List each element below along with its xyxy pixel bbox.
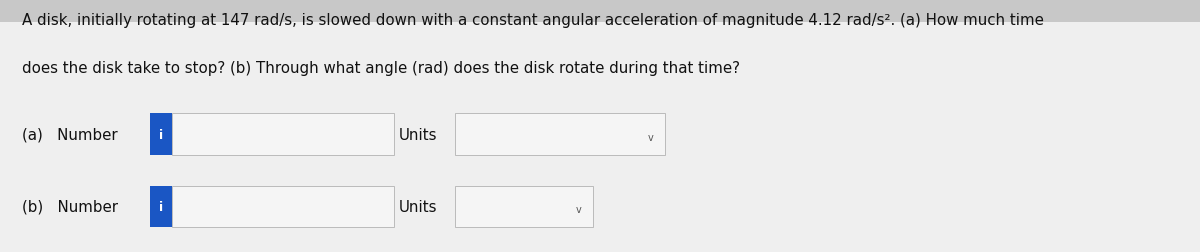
FancyBboxPatch shape <box>172 186 394 227</box>
Text: Units: Units <box>398 127 437 142</box>
Text: (b)   Number: (b) Number <box>22 199 118 214</box>
Text: i: i <box>158 128 163 141</box>
FancyBboxPatch shape <box>150 186 172 227</box>
FancyBboxPatch shape <box>455 114 665 155</box>
Text: v: v <box>648 132 653 142</box>
FancyBboxPatch shape <box>0 23 1200 252</box>
Text: (a)   Number: (a) Number <box>22 127 118 142</box>
Text: A disk, initially rotating at 147 rad/s, is slowed down with a constant angular : A disk, initially rotating at 147 rad/s,… <box>22 13 1044 27</box>
Text: Units: Units <box>398 199 437 214</box>
Text: v: v <box>576 204 581 214</box>
Text: does the disk take to stop? (b) Through what angle (rad) does the disk rotate du: does the disk take to stop? (b) Through … <box>22 60 739 75</box>
Text: i: i <box>158 200 163 213</box>
FancyBboxPatch shape <box>172 114 394 155</box>
FancyBboxPatch shape <box>0 0 1200 23</box>
FancyBboxPatch shape <box>150 114 172 155</box>
FancyBboxPatch shape <box>455 186 593 227</box>
